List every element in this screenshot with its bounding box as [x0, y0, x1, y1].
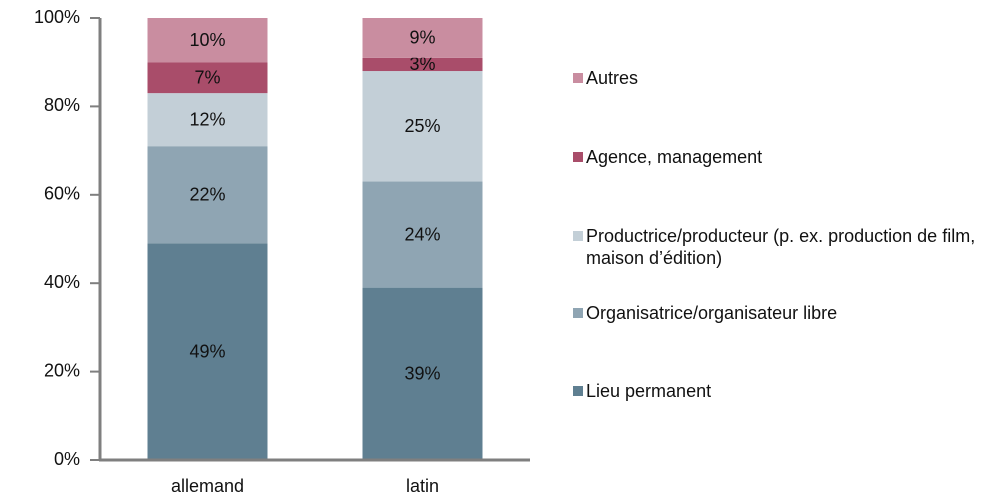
y-tick-label: 40% [44, 272, 80, 292]
bar-segment [362, 18, 483, 58]
bar-segment [147, 18, 268, 63]
data-label: 7% [194, 67, 220, 87]
bar-segment [362, 57, 483, 72]
data-label: 24% [404, 224, 440, 244]
data-label: 9% [409, 28, 435, 48]
data-label: 3% [409, 54, 435, 74]
x-tick-label: latin [406, 476, 439, 496]
y-tick-label: 20% [44, 360, 80, 380]
legend-label: Autres [586, 68, 639, 88]
bar-segment [362, 71, 483, 182]
data-label: 12% [189, 109, 225, 129]
legend-label: Organisatrice/organisateur libre [586, 303, 838, 323]
bar-segment [147, 146, 268, 244]
bar-segment [147, 243, 268, 460]
bar-segment [362, 181, 483, 288]
legend-label: Productrice/producteur (p. ex. productio… [586, 226, 976, 268]
data-label: 25% [404, 116, 440, 136]
legend-item: Organisatrice/organisateur libre [573, 302, 991, 324]
legend-item: Productrice/producteur (p. ex. productio… [573, 225, 991, 269]
legend-label: Lieu permanent [586, 381, 712, 401]
legend-swatch [573, 73, 583, 83]
legend-swatch [573, 152, 583, 162]
y-tick-label: 100% [34, 7, 80, 27]
bar-segment [147, 93, 268, 147]
y-tick-label: 0% [54, 449, 80, 469]
legend-label: Agence, management [586, 147, 763, 167]
legend-swatch [573, 308, 583, 318]
data-label: 22% [189, 185, 225, 205]
y-tick-label: 80% [44, 95, 80, 115]
x-tick-label: allemand [171, 476, 244, 496]
legend-item: Agence, management [573, 146, 991, 168]
legend-item: Lieu permanent [573, 380, 991, 402]
legend-swatch [573, 231, 583, 241]
bar-segment [147, 62, 268, 94]
data-label: 39% [404, 364, 440, 384]
legend-item: Autres [573, 67, 991, 89]
y-tick-label: 60% [44, 184, 80, 204]
data-label: 49% [189, 341, 225, 361]
data-label: 10% [189, 30, 225, 50]
bar-segment [362, 287, 483, 460]
legend-swatch [573, 386, 583, 396]
